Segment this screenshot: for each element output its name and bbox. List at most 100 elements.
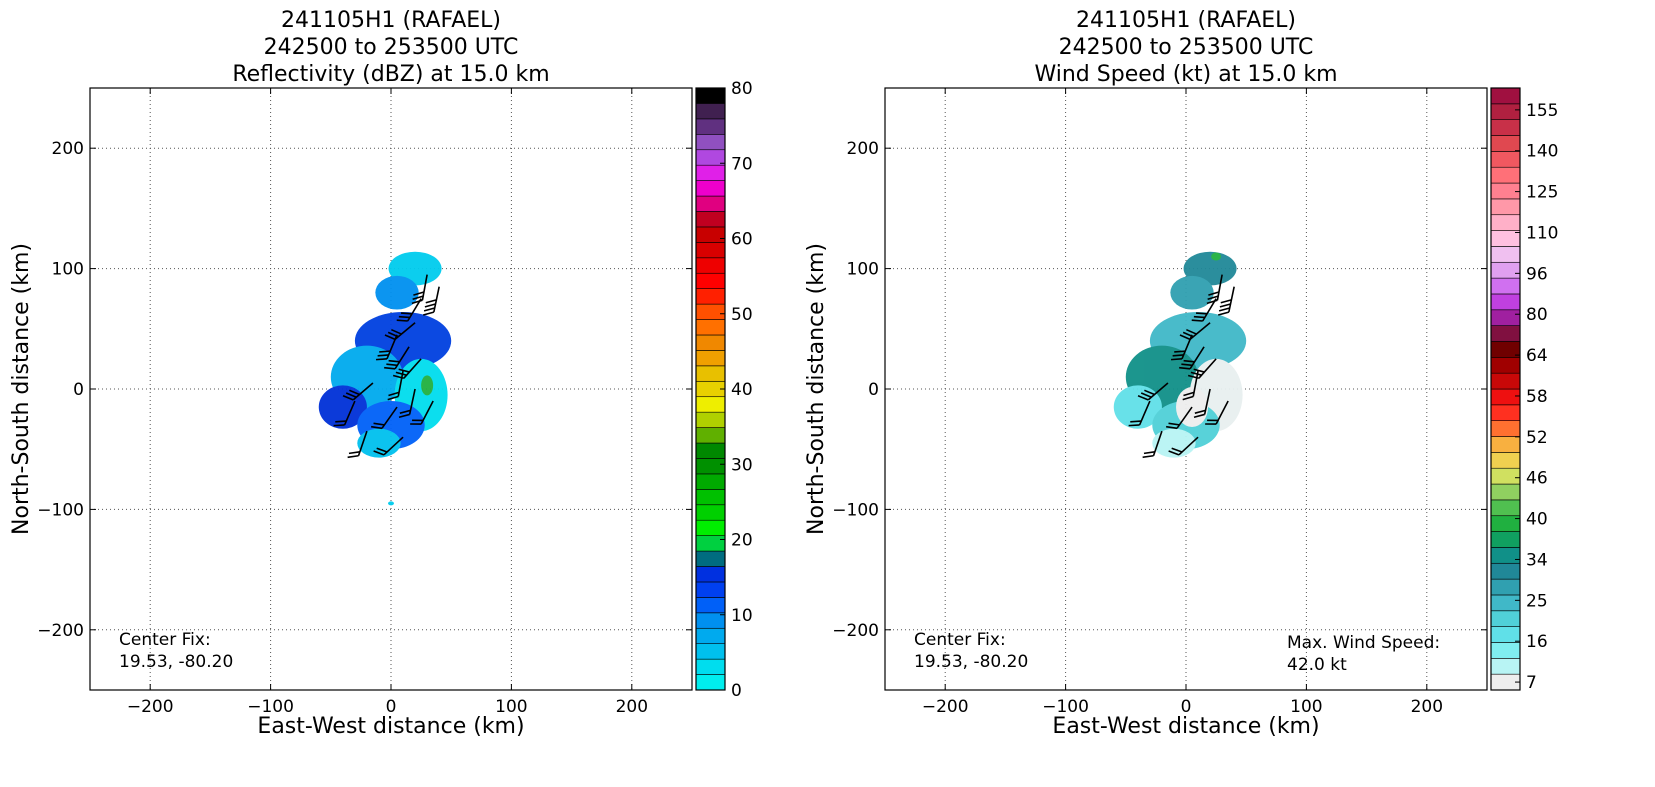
annotation-line: Center Fix: <box>119 630 211 650</box>
x-axis-label: East-West distance (km) <box>257 714 524 739</box>
wind-barb <box>398 388 416 419</box>
wind-barb <box>1170 334 1193 361</box>
barb-flag <box>398 315 410 319</box>
colorbar-tick-label: 110 <box>1526 223 1558 243</box>
colorbar-segment <box>1490 246 1521 263</box>
colorbar-tick-label: 40 <box>731 380 753 400</box>
colorbar: 7 16 25 34 40 46 52 58 64 80 96 110 125 140 155 <box>1490 87 1558 693</box>
barb-flag <box>1179 366 1191 370</box>
barb-flag <box>1218 307 1230 312</box>
x-tick-label: −100 <box>247 697 294 717</box>
barb-flag <box>1144 389 1155 396</box>
barb-staff <box>1147 382 1169 401</box>
colorbar-tick-label: 58 <box>1526 387 1548 407</box>
barb-staff <box>1138 400 1151 426</box>
colorbar-tick-label: 25 <box>1526 591 1548 611</box>
colorbar-segment <box>695 272 726 289</box>
wind-barb <box>333 400 356 427</box>
wind-barb <box>384 346 410 370</box>
barb-flag <box>398 368 410 373</box>
barb-flag <box>399 409 411 414</box>
colorbar-segment <box>695 658 726 675</box>
annotation-line: 42.0 kt <box>1287 655 1347 675</box>
barb-staff <box>1215 400 1229 425</box>
colorbar-segment <box>1490 357 1521 374</box>
barb-flag <box>425 299 437 304</box>
colorbar-segment <box>695 674 726 691</box>
barb-flag <box>400 312 413 315</box>
barb-staff <box>1152 430 1163 457</box>
barb-flag <box>384 366 396 370</box>
wind-barb <box>1168 436 1199 456</box>
colorbar-segment <box>695 365 726 382</box>
chart-title-line-1: 241105H1 (RAFAEL) <box>281 8 501 33</box>
x-tick-label: 0 <box>386 697 397 717</box>
barb-flag <box>388 391 400 397</box>
wind-barb <box>347 430 368 459</box>
x-tick-label: 100 <box>1290 697 1322 717</box>
colorbar-tick-label: 52 <box>1526 428 1548 448</box>
colorbar-segment <box>1490 562 1521 580</box>
barb-flag <box>1137 394 1149 401</box>
barb-flag <box>387 395 399 401</box>
colorbar-tick-label: 7 <box>1526 673 1537 693</box>
wind-barb <box>396 298 422 322</box>
field-patch <box>421 375 434 396</box>
colorbar-segment <box>695 473 726 490</box>
barb-flag <box>424 303 436 308</box>
field-patch <box>1211 252 1222 261</box>
y-tick-label: −100 <box>832 500 879 520</box>
colorbar-tick-label: 20 <box>731 531 753 551</box>
barb-staff <box>386 334 398 360</box>
colorbar-segment <box>695 211 726 228</box>
barb-staff <box>1178 436 1199 456</box>
y-axis-label: North-South distance (km) <box>9 243 34 535</box>
barb-staff <box>1189 322 1211 340</box>
wind-barb <box>373 436 404 456</box>
barb-flag <box>412 295 424 301</box>
barb-flag <box>1194 409 1206 414</box>
colorbar-frame <box>1490 87 1521 691</box>
colorbar-segment <box>1490 436 1521 453</box>
y-tick-label: −100 <box>37 500 84 520</box>
barb-staff <box>1228 286 1235 313</box>
barb-flag <box>388 359 400 363</box>
colorbar-segment <box>695 303 726 320</box>
colorbar-tick-label: 125 <box>1526 183 1558 203</box>
x-tick-label: 200 <box>616 697 648 717</box>
colorbar-segment <box>1490 404 1521 421</box>
barb-flag <box>1183 359 1195 363</box>
x-tick-label: 0 <box>1181 697 1192 717</box>
colorbar-segment <box>1490 531 1521 548</box>
barb-flag <box>1140 392 1152 398</box>
barb-staff <box>1189 346 1205 370</box>
colorbar-segment <box>695 566 726 583</box>
wind-barb <box>1193 388 1211 419</box>
barb-flag <box>342 394 354 401</box>
field-patch <box>388 501 394 506</box>
x-tick-label: −200 <box>127 697 174 717</box>
colorbar-tick-label: 46 <box>1526 469 1548 489</box>
y-tick-label: 200 <box>847 139 879 159</box>
barb-flag <box>1219 303 1231 308</box>
colorbar-segment <box>695 103 726 120</box>
barb-flag <box>1183 391 1195 397</box>
y-tick-label: 0 <box>868 380 879 400</box>
colorbar-segment <box>1490 626 1521 643</box>
colorbar-segment <box>695 334 726 351</box>
barb-flag <box>1193 368 1205 373</box>
y-tick-label: 100 <box>847 260 879 280</box>
colorbar-segment <box>1490 309 1521 326</box>
chart-panel-2: 241105H1 (RAFAEL)242500 to 253500 UTCWin… <box>804 8 1558 739</box>
wind-barb <box>1182 370 1199 401</box>
colorbar-segment <box>1490 277 1521 295</box>
chart-title-line-1: 241105H1 (RAFAEL) <box>1076 8 1296 33</box>
field-patches <box>318 251 452 506</box>
colorbar-tick-label: 140 <box>1526 142 1558 162</box>
barb-flag <box>1195 312 1208 315</box>
colorbar-segment <box>695 242 726 259</box>
barb-flag <box>348 451 360 455</box>
barb-flag <box>1186 328 1197 335</box>
colorbar-segment <box>695 350 726 367</box>
